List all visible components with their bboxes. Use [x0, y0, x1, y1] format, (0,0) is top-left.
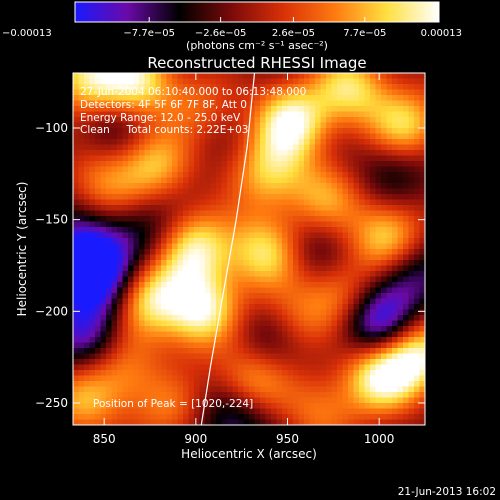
colorbar-tick-label: 7.7e−05 [343, 28, 386, 39]
x-axis-tick-label: 950 [276, 432, 299, 446]
colorbar-tick-label: −7.7e−05 [123, 28, 175, 39]
colorbar [74, 1, 440, 23]
y-axis-tick-label: −250 [35, 396, 68, 410]
colorbar-unit-label: (photons cm⁻² s⁻¹ asec⁻²) [186, 39, 328, 52]
colorbar-tick-label: −2.6e−05 [195, 28, 247, 39]
x-axis-tick-label: 850 [93, 432, 116, 446]
solar-limb-curve [200, 73, 256, 425]
x-axis-tick-label: 1000 [364, 432, 395, 446]
y-axis-tick-label: −150 [35, 213, 68, 227]
plot-frame [72, 72, 426, 426]
y-axis-tick-label: −200 [35, 304, 68, 318]
x-axis-ticks: 850 900 950 1000 [93, 73, 395, 446]
y-axis-label: Heliocentric Y (arcsec) [15, 182, 29, 317]
x-axis-tick-label: 900 [184, 432, 207, 446]
x-axis-label: Heliocentric X (arcsec) [181, 447, 317, 461]
annotation-clean: Clean Total counts: 2.22E+03 [80, 124, 249, 136]
annotation-energy: Energy Range: 12.0 - 25.0 keV [80, 112, 241, 124]
colorbar-tick-label: 0.00013 [421, 28, 462, 39]
y-axis-ticks: −100 −150 −200 −250 [35, 121, 425, 410]
annotation-detectors: Detectors: 4F 5F 6F 7F 8F, Att 0 [80, 99, 247, 111]
annotation-peak: Position of Peak = [1020,-224] [93, 398, 253, 410]
colorbar-tick-label: 2.6e−05 [272, 28, 315, 39]
annotation-time-range: 27-Jun-2004 06:10:40.000 to 06:13:48.000 [80, 86, 306, 98]
footer-timestamp: 21-Jun-2013 16:02 [398, 486, 496, 498]
chart-title: Reconstructed RHESSI Image [147, 54, 366, 72]
colorbar-tick-label: −0.00013 [2, 28, 52, 39]
colorbar-ticks: −0.00013 −7.7e−05 −2.6e−05 2.6e−05 7.7e−05 0.… [2, 17, 462, 39]
y-axis-tick-label: −100 [35, 121, 68, 135]
